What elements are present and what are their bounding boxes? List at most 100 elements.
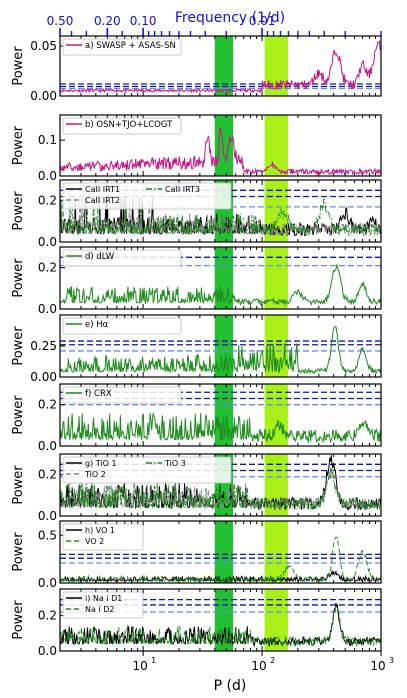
bottom-tick-label: 10 <box>251 659 266 673</box>
panel-c: 0.0 0.2 Power CaII IRT1 CaII IRT2 CaII IRT3 <box>11 179 382 249</box>
y-axis-label: Power <box>11 125 26 165</box>
y-axis-label: Power <box>11 532 26 572</box>
y-tick-label: 0.2 <box>38 261 57 275</box>
panel-frame <box>59 246 382 310</box>
panel-frame <box>59 520 382 584</box>
panel-d: 0.0 0.2 Power d) dLW <box>11 246 382 316</box>
y-tick-label: 0.2 <box>38 609 57 623</box>
y-tick-label: 0.0 <box>38 439 57 453</box>
legend-box <box>62 386 182 404</box>
yellow-band <box>264 115 288 176</box>
series-line-g-2 <box>59 467 382 512</box>
legend-i: i) Na i D1 Na i D2 <box>62 591 144 619</box>
series-line-c-1 <box>59 196 382 238</box>
bottom-tick-exponent: 3 <box>389 656 394 665</box>
y-tick-label: 0.25 <box>30 339 57 353</box>
panel-e: 0.00 0.25 Power e) Hα <box>11 314 382 384</box>
panel-b: 0.0 0.1 Power b) OSN+TJO+LCOGT <box>11 114 382 183</box>
legend-box <box>62 317 182 335</box>
y-tick-label: 0.5 <box>38 528 57 542</box>
period-axis: 10 1 10 2 10 3 <box>132 651 394 673</box>
legend-box <box>62 249 182 267</box>
bottom-tick-label: 10 <box>370 659 385 673</box>
legend-box <box>62 182 232 210</box>
series-line-h-1 <box>59 536 382 583</box>
panel-i: 0.0 0.2 Power i) Na i D1 Na i D2 <box>11 588 382 658</box>
panel-frame <box>59 588 382 652</box>
legend-label: h) VO 1 <box>85 526 115 535</box>
legend-box <box>62 38 182 56</box>
yellow-band <box>264 180 288 242</box>
green-band <box>214 115 234 176</box>
legend-label: a) SWASP + ASAS-SN <box>85 41 176 51</box>
panel-g: 0.0 0.2 Power g) TiO 1 TiO 2 TiO 3 <box>11 453 382 523</box>
bottom-tick-label: 10 <box>132 659 147 673</box>
legend-label: CaII IRT2 <box>85 196 120 205</box>
panels: 0.00 0.05 Power a) SWASP + ASAS-SN 0.0 0.1 Pow… <box>11 35 382 658</box>
legend-label: CaII IRT3 <box>165 185 200 194</box>
legend-label: VO 2 <box>85 537 104 546</box>
legend-label: b) OSN+TJO+LCOGT <box>85 120 173 130</box>
legend-label: i) Na i D1 <box>85 594 122 603</box>
legend-h: h) VO 1 VO 2 <box>62 523 144 551</box>
frequency-axis: 0.50 0.20 0.10 0.01 <box>47 14 382 36</box>
legend-a: a) SWASP + ASAS-SN <box>62 38 182 56</box>
legend-box <box>62 456 232 484</box>
legend-box <box>62 117 182 135</box>
y-axis-label: Power <box>11 46 26 86</box>
y-axis-label: Power <box>11 191 26 231</box>
y-tick-label: 0.0 <box>38 169 57 183</box>
legend-label: f) CRX <box>85 389 112 399</box>
legend-label: d) dLW <box>85 252 115 262</box>
y-tick-label: 0.2 <box>38 398 57 412</box>
series-line-d-0 <box>59 263 382 307</box>
top-tick-label: 0.50 <box>47 14 74 28</box>
panel-frame <box>59 383 382 447</box>
series-line-c-2 <box>59 196 382 237</box>
legend-label: e) Hα <box>85 320 109 330</box>
top-axis-label: Frequency (1/d) <box>175 10 285 26</box>
yellow-band <box>264 247 288 309</box>
bottom-tick-exponent: 1 <box>151 656 156 665</box>
series-line-b-0 <box>59 127 382 176</box>
y-tick-label: 0.0 <box>38 644 57 658</box>
yellow-band <box>264 521 288 583</box>
legend-f: f) CRX <box>62 386 182 404</box>
y-tick-label: 0.0 <box>38 302 57 316</box>
legend-c: CaII IRT1 CaII IRT2 CaII IRT3 <box>62 182 232 210</box>
top-tick-label: 0.01 <box>249 14 276 28</box>
y-tick-label: 0.0 <box>38 235 57 249</box>
bottom-tick-exponent: 2 <box>270 656 275 665</box>
green-band <box>214 521 234 583</box>
legend-label: TiO 2 <box>84 470 106 479</box>
top-tick-label: 0.10 <box>130 14 157 28</box>
legend-e: e) Hα <box>62 317 182 335</box>
y-tick-label: 0.0 <box>38 576 57 590</box>
y-tick-label: 0.05 <box>30 39 57 53</box>
series-line-h-0 <box>60 569 382 583</box>
y-tick-label: 0.00 <box>30 370 57 384</box>
panel-h: 0.0 0.5 Power h) VO 1 VO 2 <box>11 520 382 590</box>
yellow-band <box>264 36 288 96</box>
y-tick-label: 0.2 <box>38 194 57 208</box>
y-axis-label: Power <box>11 326 26 366</box>
legend-label: TiO 3 <box>164 459 186 468</box>
legend-box <box>62 523 144 551</box>
legend-box <box>62 591 144 619</box>
legend-label: Na i D2 <box>85 605 114 614</box>
panel-frame <box>59 453 382 517</box>
legend-label: g) TiO 1 <box>85 459 117 468</box>
yellow-band <box>264 315 288 377</box>
panel-f: 0.0 0.2 Power f) CRX <box>11 383 382 453</box>
series-line-i-1 <box>59 605 382 648</box>
y-axis-label: Power <box>11 258 26 298</box>
y-axis-label: Power <box>11 465 26 505</box>
y-axis-label: Power <box>11 600 26 640</box>
y-tick-label: 0.2 <box>38 468 57 482</box>
bottom-axis-label: P (d) <box>214 678 247 694</box>
y-tick-label: 0.00 <box>30 89 57 103</box>
panel-frame <box>59 114 382 177</box>
series-line-g-1 <box>59 467 382 511</box>
legend-b: b) OSN+TJO+LCOGT <box>62 117 182 135</box>
y-tick-label: 0.1 <box>38 133 57 147</box>
